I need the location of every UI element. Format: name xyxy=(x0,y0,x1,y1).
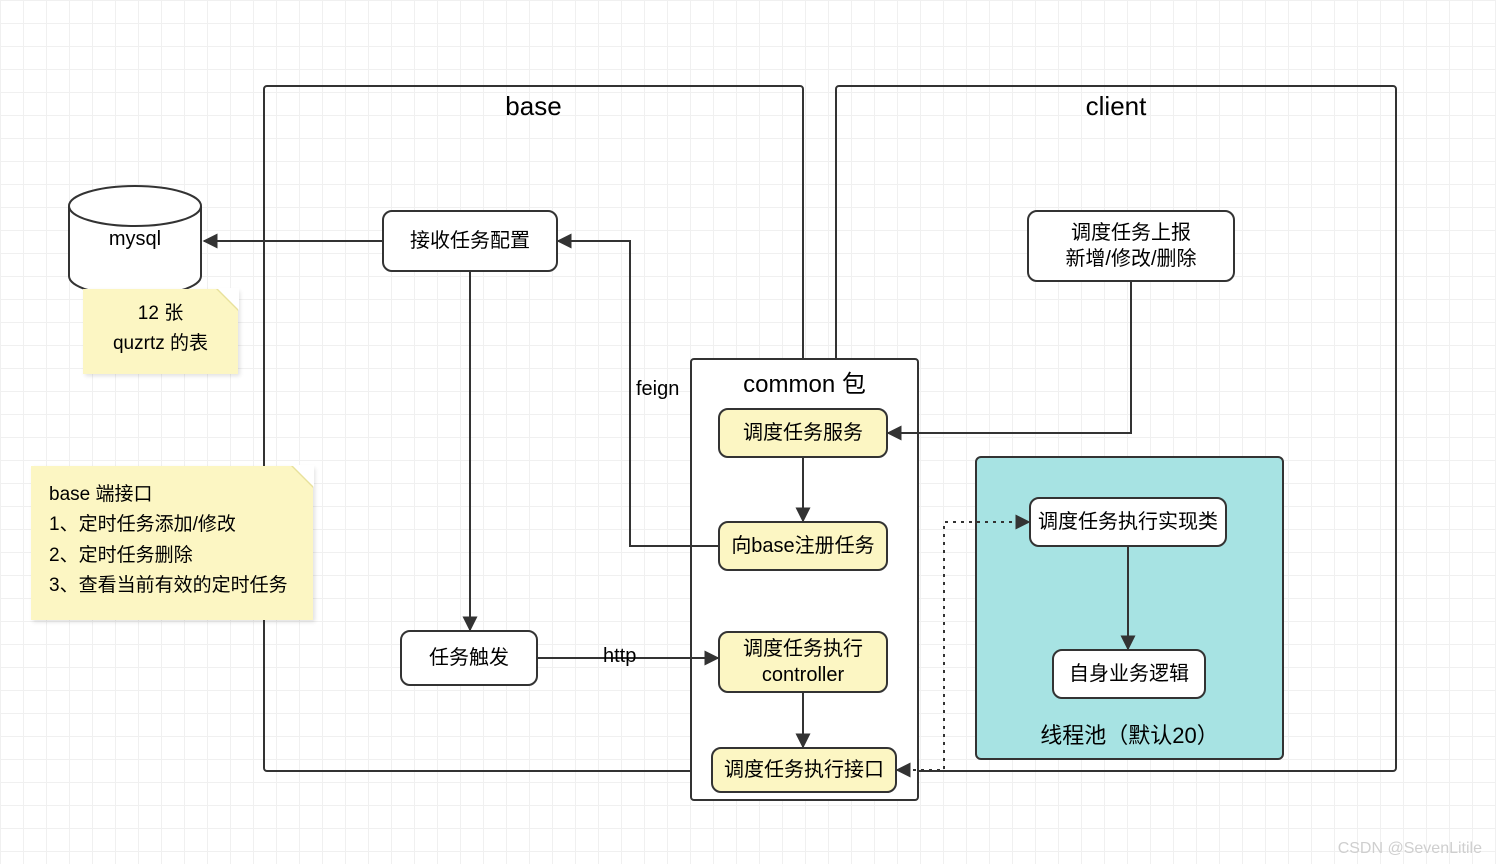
node-client-report: 调度任务上报 新增/修改/删除 xyxy=(1027,210,1235,282)
container-base-title: base xyxy=(265,85,802,130)
node-task-trigger: 任务触发 xyxy=(400,630,538,686)
node-exec-interface: 调度任务执行接口 xyxy=(711,747,897,793)
sticky-base-api-line4: 3、查看当前有效的定时任务 xyxy=(49,571,295,601)
sticky-mysql-line2: quzrtz 的表 xyxy=(89,329,232,359)
thread-pool-label: 线程池（默认20） xyxy=(1040,718,1218,750)
node-self-logic: 自身业务逻辑 xyxy=(1052,649,1206,699)
watermark: CSDN @SevenLitile xyxy=(1338,840,1482,858)
node-exec-impl: 调度任务执行实现类 xyxy=(1029,497,1227,547)
node-recv-task: 接收任务配置 xyxy=(382,210,558,272)
sticky-mysql-note: 12 张 quzrtz 的表 xyxy=(83,289,238,374)
mysql-label: mysql xyxy=(69,228,201,251)
container-common-title: common 包 xyxy=(692,358,917,407)
node-sched-service: 调度任务服务 xyxy=(718,408,888,458)
sticky-mysql-line1: 12 张 xyxy=(89,299,232,329)
sticky-base-api-line2: 1、定时任务添加/修改 xyxy=(49,510,295,540)
node-register-base: 向base注册任务 xyxy=(718,521,888,571)
sticky-base-api: base 端接口 1、定时任务添加/修改 2、定时任务删除 3、查看当前有效的定… xyxy=(31,466,313,620)
sticky-base-api-line1: base 端接口 xyxy=(49,480,295,510)
sticky-base-api-line3: 2、定时任务删除 xyxy=(49,541,295,571)
edge-label-feign: feign xyxy=(636,378,679,401)
edge-label-http: http xyxy=(603,645,636,668)
node-exec-controller: 调度任务执行 controller xyxy=(718,631,888,693)
container-client-title: client xyxy=(837,85,1395,130)
